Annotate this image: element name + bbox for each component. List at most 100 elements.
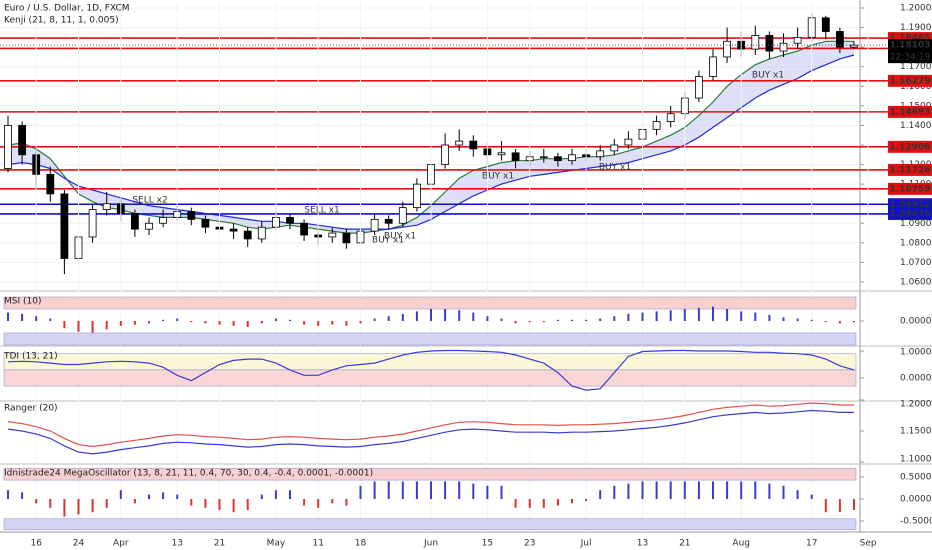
oscillator-bar <box>853 498 855 510</box>
oscillator-bar <box>119 490 122 499</box>
oscillator-bar <box>683 309 686 322</box>
candle-body <box>159 217 168 224</box>
indicator-title: Kenji (21, 8, 11, 1, 0.005) <box>4 16 119 26</box>
oscillator-bar <box>585 319 588 322</box>
level-label-box <box>888 207 932 220</box>
oscillator-bar <box>133 321 136 325</box>
signal-label: BUY x1 <box>482 172 514 182</box>
oscillator-bar <box>232 321 235 326</box>
oscillator-bar <box>289 490 291 499</box>
oscillator-bar <box>683 481 686 499</box>
candle-body <box>751 35 760 50</box>
y-tick-label: 1.20000 <box>900 400 932 410</box>
band <box>3 518 857 531</box>
oscillator-bar <box>105 498 108 508</box>
x-tick-label: Jun <box>423 539 438 549</box>
panel-title: TDI (13, 21) <box>3 352 58 362</box>
oscillator-bar <box>359 321 362 324</box>
oscillator-bar <box>303 498 306 506</box>
x-tick-label: Jul <box>580 539 592 549</box>
oscillator-bar <box>35 316 38 322</box>
x-tick-label: Aug <box>732 539 750 549</box>
oscillator-bar <box>218 498 221 510</box>
candle-body <box>4 125 12 169</box>
oscillator-bar <box>373 318 376 322</box>
oscillator-bar <box>712 306 714 322</box>
candle-body <box>765 35 774 52</box>
candle-body <box>624 138 633 146</box>
oscillator-bar <box>472 483 475 499</box>
oscillator-bar <box>317 498 320 508</box>
oscillator-bar <box>782 485 785 499</box>
oscillator-bar <box>613 485 616 499</box>
oscillator-bar <box>838 321 841 324</box>
candle-body <box>300 222 309 236</box>
candle-body <box>610 144 619 152</box>
oscillator-bar <box>712 481 714 499</box>
oscillator-bar <box>500 318 503 322</box>
panel-title: MSI (10) <box>4 297 41 307</box>
oscillator-bar <box>63 498 66 517</box>
oscillator-bar <box>289 319 291 322</box>
oscillator-bar <box>585 498 588 502</box>
oscillator-bar <box>599 490 602 499</box>
x-tick-label: Apr <box>113 539 129 549</box>
oscillator-bar <box>740 481 743 499</box>
oscillator-bar <box>444 309 447 322</box>
candle-body <box>836 31 844 48</box>
oscillator-bar <box>401 313 404 322</box>
y-tick-label: 1.07000 <box>900 258 932 268</box>
candle-body <box>145 222 153 230</box>
oscillator-bar <box>853 321 855 323</box>
oscillator-bar <box>726 481 729 499</box>
oscillator-bar <box>627 483 630 499</box>
candle-body <box>779 42 788 52</box>
candle-body <box>821 17 830 32</box>
candle-body <box>455 140 464 146</box>
last-price-label: 1.18103 <box>890 41 931 51</box>
oscillator-bar <box>415 481 418 499</box>
oscillator-bar <box>176 318 179 322</box>
oscillator-bar <box>571 498 573 504</box>
oscillator-bar <box>430 309 432 322</box>
oscillator-bar <box>176 494 179 499</box>
level-label: 1.11726 <box>890 165 931 175</box>
oscillator-bar <box>105 321 108 330</box>
level-label: 1.12906 <box>890 142 931 152</box>
candle-body <box>60 193 69 259</box>
countdown: 12:34:19 <box>890 53 931 63</box>
candle-body <box>666 113 675 122</box>
y-tick-label: 1.15000 <box>900 427 932 437</box>
oscillator-bar <box>190 498 193 506</box>
candle-body <box>511 152 520 162</box>
level-label-box <box>888 140 932 153</box>
oscillator-bar <box>387 316 390 322</box>
candle-body <box>398 207 407 224</box>
oscillator-bar <box>838 498 841 513</box>
signal-label: BUY x1 <box>372 236 404 246</box>
oscillator-bar <box>768 315 771 322</box>
candle-body <box>568 154 576 162</box>
band <box>3 369 857 387</box>
oscillator-bar <box>458 481 461 499</box>
x-tick-label: Sep <box>860 539 877 549</box>
oscillator-bar <box>373 481 376 499</box>
oscillator-bar <box>49 498 52 508</box>
x-tick-label: May <box>267 539 286 549</box>
oscillator-bar <box>754 312 757 322</box>
oscillator-bar <box>641 481 644 499</box>
y-tick-label: 1.06000 <box>900 277 932 287</box>
oscillator-bar <box>331 321 334 325</box>
level-label: 1.18465 <box>890 34 931 44</box>
oscillator-bar <box>697 307 700 322</box>
candle-body <box>497 152 506 156</box>
candle-body <box>384 218 393 224</box>
x-tick-label: 17 <box>806 539 817 549</box>
candle-body <box>88 209 97 238</box>
oscillator-bar <box>274 490 277 499</box>
oscillator-bar <box>444 481 447 499</box>
oscillator-bar <box>204 321 207 324</box>
oscillator-bar <box>754 481 757 499</box>
x-tick-label: 24 <box>73 539 85 549</box>
signal-label: BUY x1 <box>384 232 416 242</box>
